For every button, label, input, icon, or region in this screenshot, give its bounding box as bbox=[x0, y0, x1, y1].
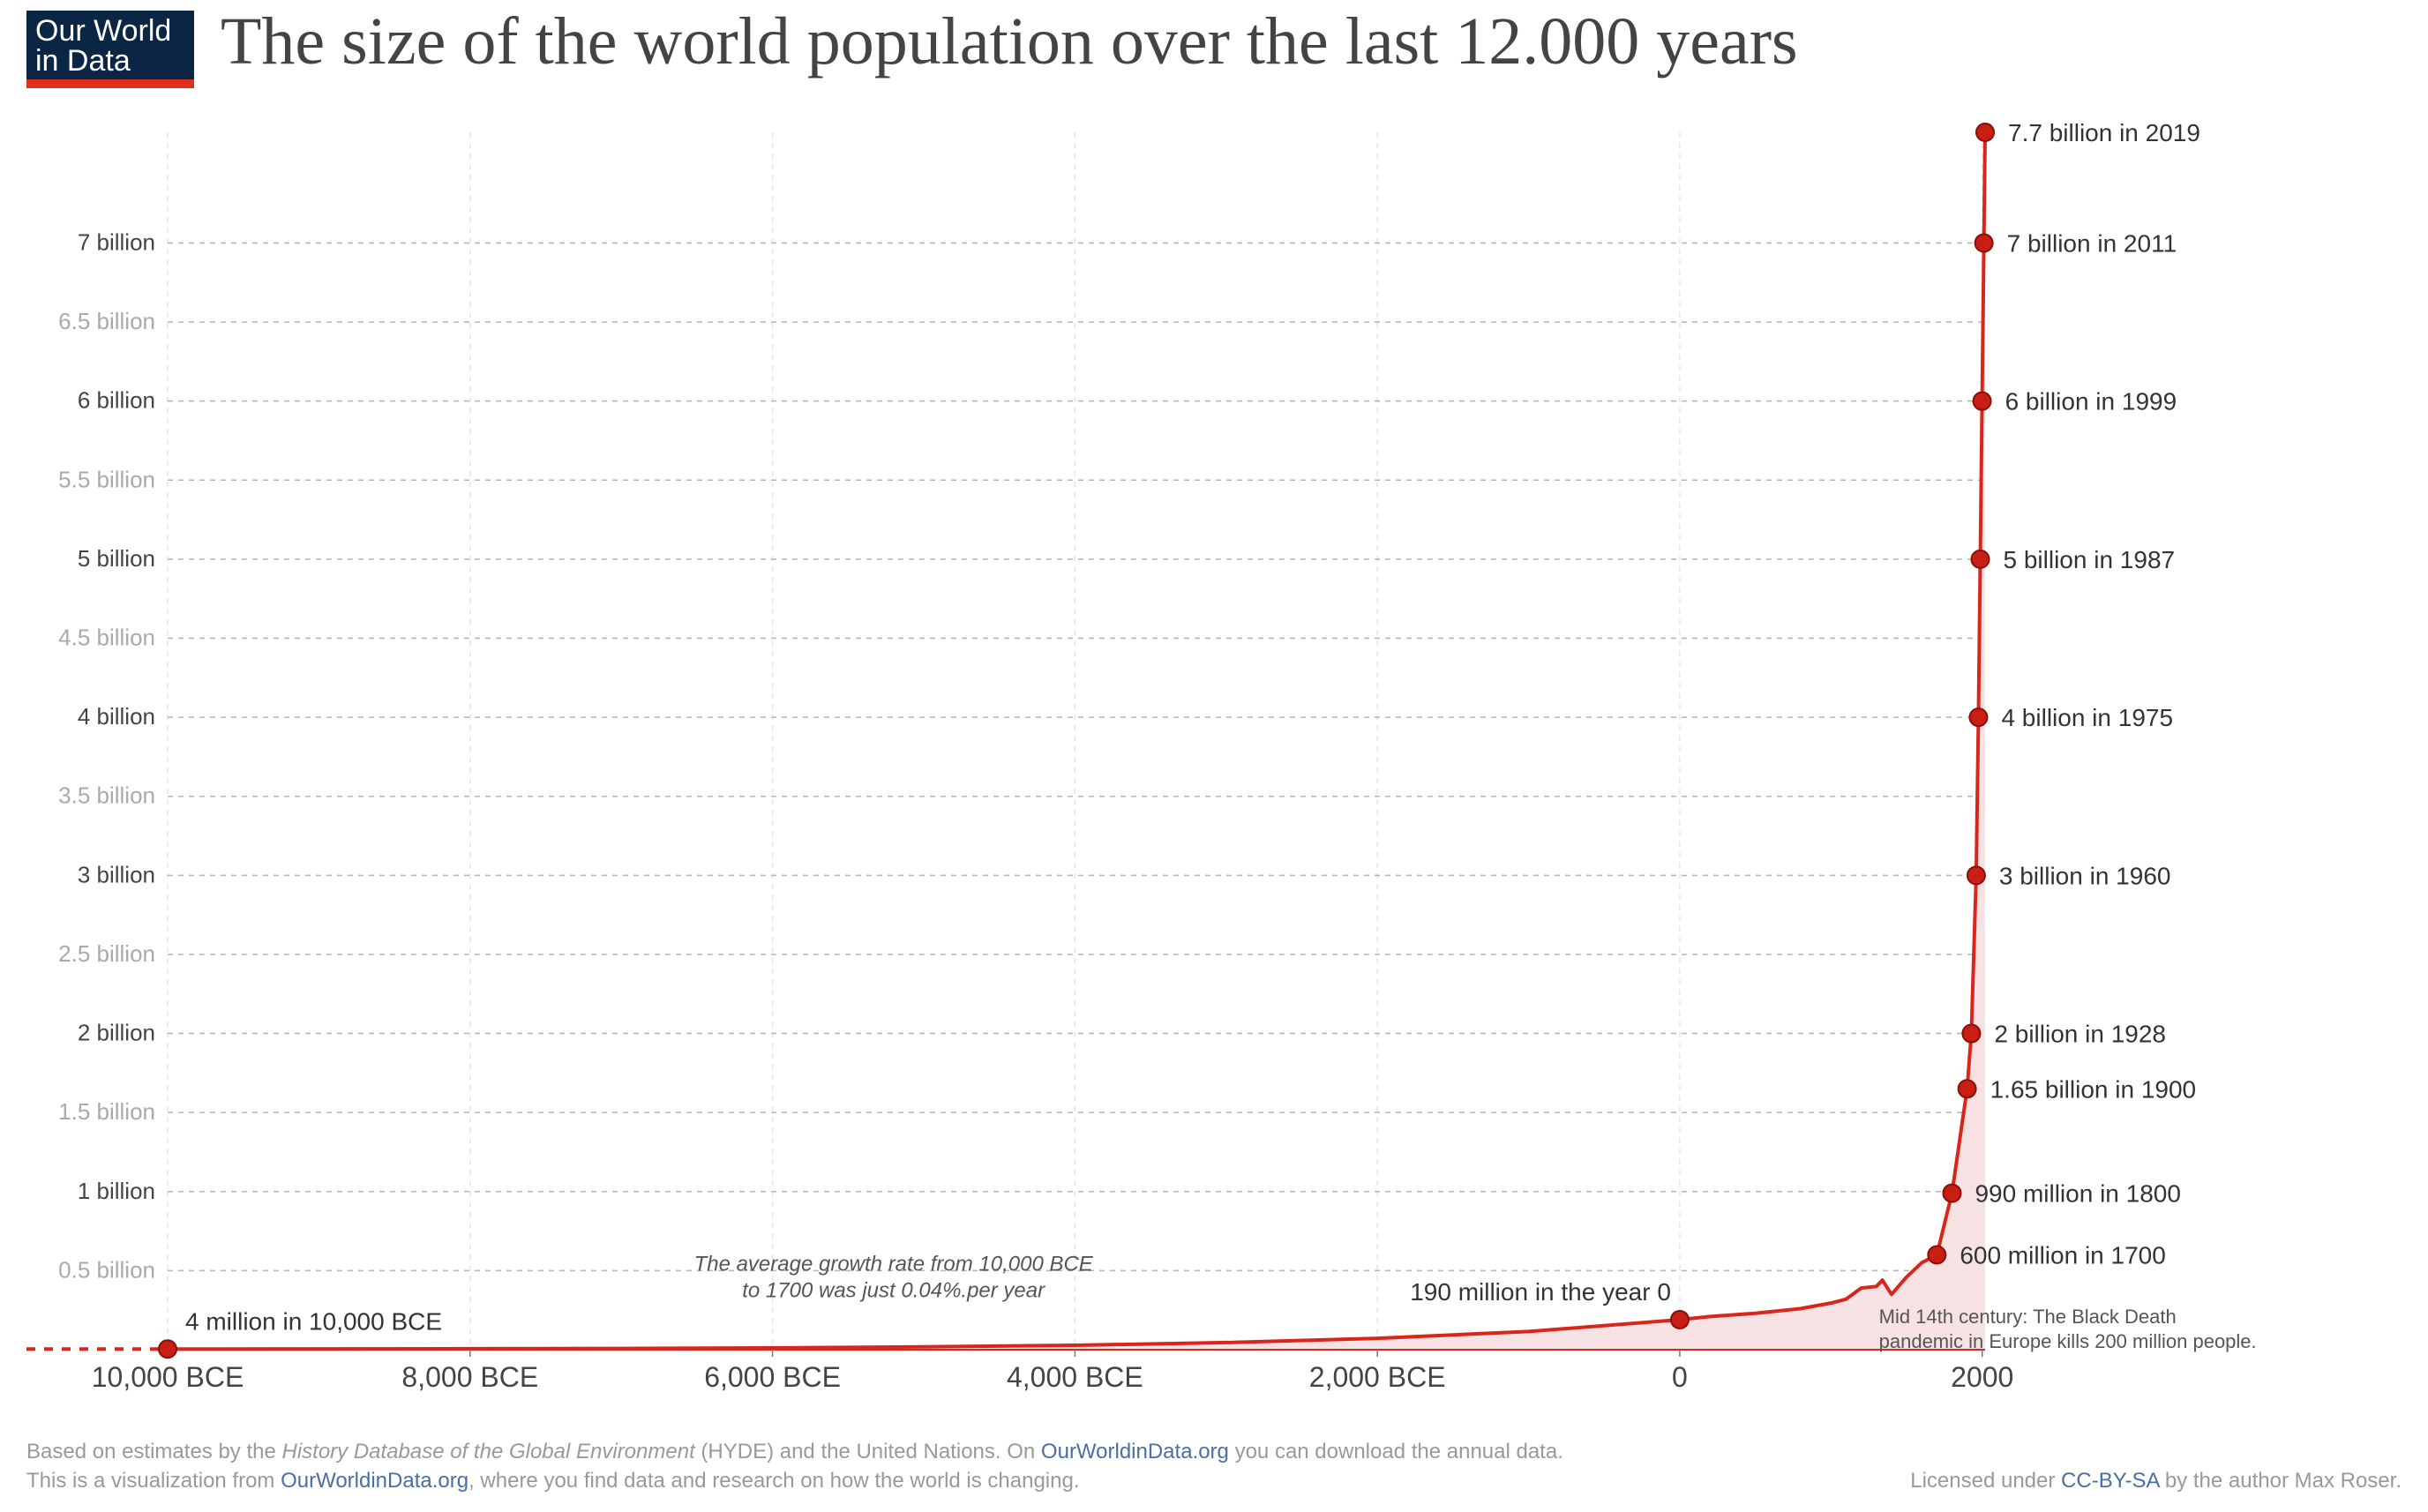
data-marker bbox=[159, 1340, 176, 1358]
marker-label: 7 billion in 2011 bbox=[2007, 229, 2177, 257]
x-axis-label: 6,000 BCE bbox=[704, 1361, 841, 1393]
x-axis-label: 10,000 BCE bbox=[92, 1361, 244, 1393]
y-axis-label: 6 billion bbox=[78, 387, 155, 414]
footer-license: Licensed under CC-BY-SA by the author Ma… bbox=[1910, 1466, 2402, 1496]
x-axis-label: 4,000 BCE bbox=[1007, 1361, 1143, 1393]
y-axis-label: 5.5 billion bbox=[58, 466, 155, 492]
marker-label: 1.65 billion in 1900 bbox=[1990, 1075, 2197, 1103]
data-marker bbox=[1974, 393, 1991, 410]
data-marker bbox=[1928, 1246, 1945, 1263]
y-axis-label: 3.5 billion bbox=[58, 782, 155, 809]
population-line bbox=[168, 132, 1985, 1349]
data-marker bbox=[1959, 1080, 1976, 1097]
x-axis-label: 2000 bbox=[1951, 1361, 2013, 1393]
marker-label: 2 billion in 1928 bbox=[1994, 1021, 2166, 1048]
y-axis-label: 3 billion bbox=[78, 861, 155, 887]
data-marker bbox=[1972, 550, 1990, 568]
chart-svg: 0.5 billion 1 billion 1.5 billion 2 billion… bbox=[26, 97, 2402, 1425]
logo-line-1: Our World bbox=[35, 16, 185, 46]
marker-label: 7.7 billion in 2019 bbox=[2008, 119, 2200, 146]
y-axis-label: 1 billion bbox=[78, 1178, 155, 1204]
y-axis-label: 1.5 billion bbox=[58, 1098, 155, 1125]
x-axis-label: 0 bbox=[1672, 1361, 1688, 1393]
marker-label: 4 billion in 1975 bbox=[2001, 704, 2173, 731]
black-death-annotation: Mid 14th century: The Black Death bbox=[1879, 1306, 2177, 1328]
data-marker bbox=[1967, 866, 1985, 884]
marker-label: 6 billion in 1999 bbox=[2005, 388, 2177, 415]
data-marker bbox=[1975, 234, 1993, 251]
data-marker bbox=[1976, 124, 1994, 141]
logo-line-2: in Data bbox=[35, 46, 185, 76]
data-marker bbox=[1943, 1185, 1960, 1202]
data-marker bbox=[1969, 708, 1987, 726]
marker-label: 600 million in 1700 bbox=[1960, 1241, 2166, 1269]
area-fill bbox=[168, 132, 1985, 1350]
y-axis-label: 7 billion bbox=[78, 228, 155, 255]
y-axis-label: 4 billion bbox=[78, 703, 155, 730]
y-axis-label: 6.5 billion bbox=[58, 308, 155, 334]
chart-title: The size of the world population over th… bbox=[221, 4, 1798, 80]
chart-footer: Based on estimates by the History Databa… bbox=[26, 1437, 2402, 1496]
marker-label: 5 billion in 1987 bbox=[2004, 546, 2176, 573]
marker-label: 3 billion in 1960 bbox=[1999, 862, 2171, 889]
x-axis-label: 2,000 BCE bbox=[1309, 1361, 1446, 1393]
x-axis-label: 8,000 BCE bbox=[401, 1361, 538, 1393]
y-axis-label: 2.5 billion bbox=[58, 940, 155, 967]
owid-logo: Our World in Data bbox=[26, 11, 194, 88]
y-axis-label: 0.5 billion bbox=[58, 1256, 155, 1283]
marker-label: 190 million in the year 0 bbox=[1410, 1278, 1671, 1306]
marker-label: 4 million in 10,000 BCE bbox=[185, 1307, 442, 1335]
population-chart: 0.5 billion 1 billion 1.5 billion 2 billion… bbox=[26, 97, 2402, 1425]
marker-label: 990 million in 1800 bbox=[1975, 1180, 2181, 1208]
y-axis-label: 5 billion bbox=[78, 545, 155, 572]
data-marker bbox=[1962, 1025, 1980, 1043]
data-marker bbox=[1671, 1311, 1689, 1329]
footer-line-1: Based on estimates by the History Databa… bbox=[26, 1437, 2402, 1467]
growth-annotation: to 1700 was just 0.04%.per year bbox=[742, 1278, 1045, 1302]
y-axis-label: 2 billion bbox=[78, 1020, 155, 1046]
black-death-annotation: pandemic in Europe kills 200 million peo… bbox=[1879, 1330, 2257, 1352]
y-axis-label: 4.5 billion bbox=[58, 625, 155, 651]
growth-annotation: The average growth rate from 10,000 BCE bbox=[694, 1252, 1094, 1276]
